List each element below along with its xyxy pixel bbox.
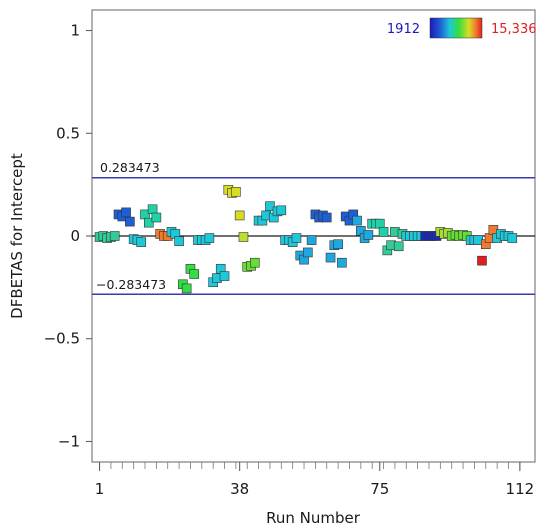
color-legend: 1912 15,336 bbox=[387, 17, 537, 39]
data-point bbox=[276, 205, 287, 216]
data-point bbox=[238, 232, 249, 242]
data-points bbox=[94, 184, 518, 294]
y-axis-title: DFBETAS for Intercept bbox=[8, 153, 26, 319]
data-point bbox=[374, 218, 385, 229]
y-tick-label: 0.5 bbox=[56, 124, 80, 142]
x-tick-label: 38 bbox=[230, 480, 249, 498]
data-point bbox=[181, 283, 192, 294]
data-point bbox=[204, 233, 215, 243]
data-point bbox=[234, 210, 245, 221]
data-point bbox=[306, 235, 317, 245]
data-point bbox=[352, 215, 362, 226]
data-point bbox=[231, 187, 241, 197]
y-tick-label: 1 bbox=[70, 22, 80, 40]
x-axis: 1 38 75 112 bbox=[95, 462, 534, 498]
data-point bbox=[147, 204, 158, 215]
y-tick-label: −1 bbox=[58, 432, 80, 450]
y-tick-label: 0 bbox=[70, 227, 80, 245]
data-point bbox=[378, 227, 389, 237]
data-point bbox=[250, 257, 260, 268]
data-point bbox=[265, 201, 275, 212]
data-point bbox=[136, 237, 147, 247]
y-tick-label: −0.5 bbox=[44, 330, 80, 348]
data-point bbox=[121, 207, 131, 218]
data-point bbox=[477, 255, 487, 266]
data-point bbox=[291, 233, 302, 243]
y-axis: 1 0.5 0 −0.5 −1 bbox=[44, 22, 92, 450]
data-point bbox=[303, 247, 313, 258]
lower-cutoff-label: −0.283473 bbox=[96, 277, 166, 292]
upper-cutoff-label: 0.283473 bbox=[100, 160, 160, 175]
legend-min-label: 1912 bbox=[387, 22, 420, 37]
data-point bbox=[125, 216, 135, 227]
data-point bbox=[151, 212, 162, 223]
data-point bbox=[363, 230, 374, 240]
legend-max-label: 15,336 bbox=[491, 22, 537, 37]
data-point bbox=[321, 212, 332, 223]
x-tick-label: 75 bbox=[370, 480, 389, 498]
x-axis-title: Run Number bbox=[266, 509, 361, 527]
x-tick-label: 112 bbox=[506, 480, 535, 498]
data-point bbox=[109, 231, 120, 241]
data-point bbox=[337, 257, 347, 268]
data-point bbox=[393, 241, 404, 252]
data-point bbox=[219, 271, 230, 281]
data-point bbox=[143, 217, 154, 228]
data-point bbox=[325, 252, 336, 263]
data-point bbox=[507, 233, 518, 243]
data-point bbox=[189, 269, 200, 279]
data-point bbox=[333, 239, 343, 250]
legend-color-bar bbox=[429, 17, 483, 39]
data-point bbox=[174, 236, 184, 246]
x-tick-label: 1 bbox=[95, 480, 105, 498]
